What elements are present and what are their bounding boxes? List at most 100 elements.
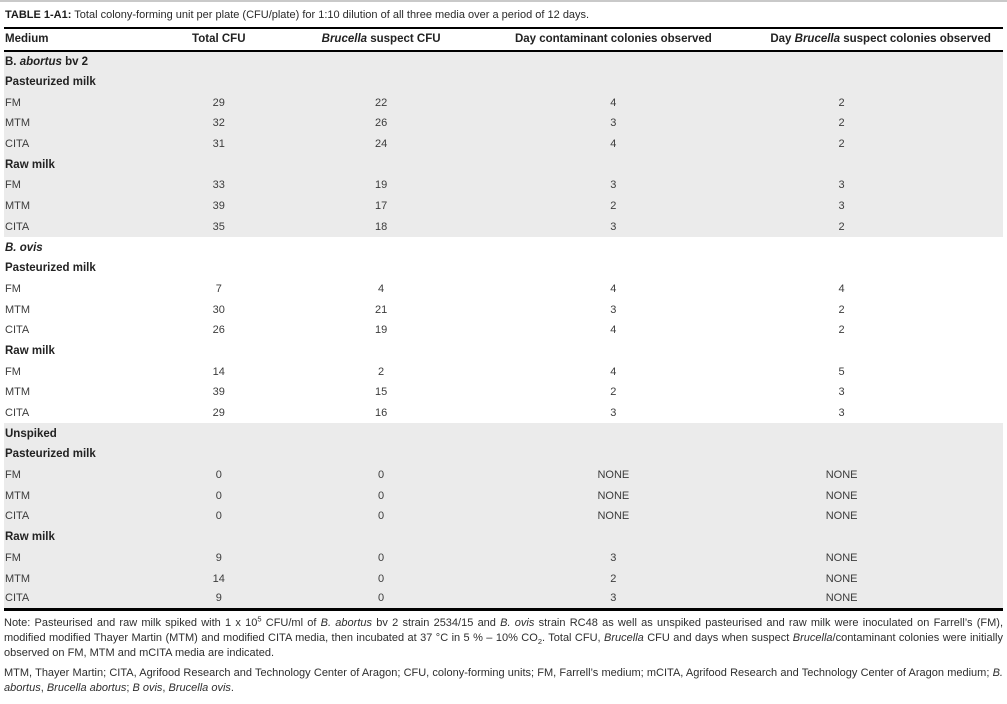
group-row: Raw milk bbox=[4, 154, 1003, 176]
cell-brucella-suspect-cfu: 0 bbox=[378, 572, 385, 585]
table-row: MTM 14 0 2 NONE bbox=[4, 568, 1003, 589]
cell-day-brucella-suspect: 4 bbox=[838, 282, 845, 295]
table-row: CITA 9 0 3 NONE bbox=[4, 588, 1003, 610]
section-label: B. ovis bbox=[5, 241, 43, 254]
cell-brucella-suspect-cfu: 19 bbox=[374, 179, 388, 192]
cell-brucella-suspect-cfu: 4 bbox=[378, 282, 385, 295]
cell-brucella-suspect-cfu: 0 bbox=[378, 469, 385, 482]
cell-day-brucella-suspect: NONE bbox=[825, 469, 858, 482]
cell-day-brucella-suspect: 3 bbox=[838, 407, 845, 420]
cell-medium: FM bbox=[5, 282, 21, 295]
cell-brucella-suspect-cfu: 0 bbox=[378, 510, 385, 523]
cell-day-contaminant: NONE bbox=[597, 489, 630, 502]
cell-total-cfu: 39 bbox=[212, 386, 225, 399]
footnote-abbreviations: MTM, Thayer Martin; CITA, Agrifood Resea… bbox=[4, 667, 1003, 695]
cell-brucella-suspect-cfu: 17 bbox=[374, 200, 388, 213]
cell-total-cfu: 35 bbox=[212, 220, 225, 233]
table-row: FM 29 22 4 2 bbox=[4, 92, 1003, 114]
group-label: Raw milk bbox=[5, 158, 55, 171]
cell-brucella-suspect-cfu: 26 bbox=[374, 117, 388, 130]
cell-day-brucella-suspect: 3 bbox=[838, 200, 845, 213]
cell-day-contaminant: 4 bbox=[610, 365, 617, 378]
group-row: Pasteurized milk bbox=[4, 444, 1003, 465]
cell-day-contaminant: 3 bbox=[610, 179, 617, 192]
group-row: Pasteurized milk bbox=[4, 258, 1003, 279]
cell-day-brucella-suspect: NONE bbox=[825, 551, 858, 564]
cell-day-contaminant: 3 bbox=[610, 592, 617, 605]
cell-medium: MTM bbox=[5, 303, 31, 316]
cell-day-brucella-suspect: 5 bbox=[838, 365, 845, 378]
cell-medium: FM bbox=[5, 96, 21, 109]
table-body: B. abortus bv 2 Pasteurized milk FM 29 22 4 2 M… bbox=[4, 51, 1003, 610]
cell-medium: FM bbox=[5, 469, 21, 482]
cell-medium: CITA bbox=[5, 510, 30, 523]
cell-total-cfu: 29 bbox=[212, 96, 225, 109]
cell-brucella-suspect-cfu: 18 bbox=[374, 220, 388, 233]
cell-total-cfu: 0 bbox=[215, 510, 222, 523]
cell-day-contaminant: 3 bbox=[610, 407, 617, 420]
cell-medium: MTM bbox=[5, 572, 31, 585]
cell-day-contaminant: 4 bbox=[610, 96, 617, 109]
group-row: Pasteurized milk bbox=[4, 71, 1003, 93]
table-row: CITA 29 16 3 3 bbox=[4, 403, 1003, 424]
section-row: Unspiked bbox=[4, 423, 1003, 445]
cell-day-brucella-suspect: 3 bbox=[838, 386, 845, 399]
table-row: CITA 26 19 4 2 bbox=[4, 320, 1003, 341]
cell-medium: CITA bbox=[5, 324, 30, 337]
cell-day-contaminant: 2 bbox=[610, 386, 617, 399]
cell-brucella-suspect-cfu: 24 bbox=[374, 138, 388, 151]
group-row: Raw milk bbox=[4, 341, 1003, 362]
cell-total-cfu: 33 bbox=[212, 179, 225, 192]
results-table: Medium Total CFU Brucella suspect CFU Day c… bbox=[4, 27, 1003, 612]
cell-day-contaminant: 3 bbox=[610, 551, 617, 564]
cell-medium: FM bbox=[5, 179, 21, 192]
cell-brucella-suspect-cfu: 0 bbox=[378, 551, 385, 564]
cell-total-cfu: 39 bbox=[212, 200, 225, 213]
table-row: FM 7 4 4 4 bbox=[4, 279, 1003, 300]
section-row: B. abortus bv 2 bbox=[4, 51, 1003, 72]
cell-medium: CITA bbox=[5, 138, 30, 151]
table-row: CITA 31 24 4 2 bbox=[4, 133, 1003, 155]
cell-total-cfu: 14 bbox=[212, 365, 225, 378]
cell-day-brucella-suspect: NONE bbox=[825, 592, 858, 605]
column-header: Day Brucella suspect colonies observed bbox=[770, 33, 991, 45]
table-row: FM 14 2 4 5 bbox=[4, 361, 1003, 382]
group-label: Pasteurized milk bbox=[5, 76, 96, 89]
header-row: Medium Total CFU Brucella suspect CFU Day c… bbox=[4, 28, 1003, 51]
cell-day-contaminant: 2 bbox=[610, 572, 617, 585]
section-row: B. ovis bbox=[4, 237, 1003, 258]
cell-day-contaminant: 4 bbox=[610, 282, 617, 295]
cell-day-contaminant: 2 bbox=[610, 200, 617, 213]
cell-total-cfu: 30 bbox=[212, 303, 225, 316]
group-label: Raw milk bbox=[5, 531, 55, 544]
table-title-text: Total colony-forming unit per plate (CFU… bbox=[71, 9, 590, 21]
cell-total-cfu: 0 bbox=[215, 489, 222, 502]
cell-day-brucella-suspect: 2 bbox=[838, 117, 845, 130]
section-label: Unspiked bbox=[5, 427, 57, 440]
table-row: FM 0 0 NONE NONE bbox=[4, 464, 1003, 486]
table-row: CITA 35 18 3 2 bbox=[4, 216, 1003, 238]
cell-total-cfu: 29 bbox=[212, 407, 225, 420]
cell-day-contaminant: NONE bbox=[597, 469, 630, 482]
table-row: CITA 0 0 NONE NONE bbox=[4, 506, 1003, 527]
footnote-note: Note: Pasteurised and raw milk spiked wi… bbox=[4, 614, 1004, 660]
cell-day-brucella-suspect: NONE bbox=[825, 489, 858, 502]
column-header: Medium bbox=[5, 33, 49, 45]
cell-day-contaminant: 3 bbox=[610, 117, 617, 130]
cell-total-cfu: 14 bbox=[212, 572, 225, 585]
cell-total-cfu: 9 bbox=[215, 592, 222, 605]
cell-total-cfu: 32 bbox=[212, 117, 225, 130]
cell-brucella-suspect-cfu: 2 bbox=[378, 365, 385, 378]
cell-day-brucella-suspect: 2 bbox=[838, 96, 845, 109]
cell-medium: MTM bbox=[5, 200, 31, 213]
cell-day-brucella-suspect: 2 bbox=[838, 220, 845, 233]
cell-total-cfu: 7 bbox=[215, 282, 222, 295]
column-header: Total CFU bbox=[192, 33, 246, 45]
column-header: Day contaminant colonies observed bbox=[514, 33, 712, 45]
cell-medium: MTM bbox=[5, 489, 31, 502]
cell-medium: CITA bbox=[5, 220, 30, 233]
table-row: MTM 0 0 NONE NONE bbox=[4, 485, 1003, 507]
cell-medium: CITA bbox=[5, 407, 30, 420]
cell-brucella-suspect-cfu: 0 bbox=[378, 489, 385, 502]
